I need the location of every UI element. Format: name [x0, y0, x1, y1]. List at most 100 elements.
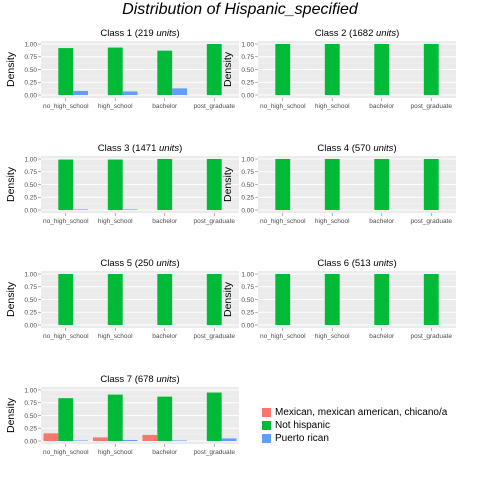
panel-4-title: Class 4 (570 units): [317, 143, 396, 154]
panel-1-bar-puerto-rican-high-school: [122, 91, 138, 95]
panel-6-bar-not-hispanic-no-high-school: [275, 274, 291, 325]
panel-3-ytick-label: 0.25: [24, 195, 37, 202]
panel-2-ytick-label: 1.00: [241, 41, 254, 48]
legend-label-mexican: Mexican, mexican american, chicano/a: [275, 407, 448, 418]
panel-4-xtick-label: post_graduate: [410, 218, 452, 225]
panel-3-bar-puerto-rican-no-high-school: [73, 209, 89, 210]
panel-3-bar-puerto-rican-high-school: [122, 209, 138, 210]
panel-3-title: Class 3 (1471 units): [98, 143, 183, 154]
legend-item-not-hispanic: Not hispanic: [262, 419, 447, 432]
panel-1-title: Class 1 (219 units): [100, 28, 179, 39]
panel-2-bar-not-hispanic-high-school: [324, 44, 340, 95]
panel-2-title: Class 2 (1682 units): [315, 28, 400, 39]
panel-2-ytick-label: 0.75: [241, 54, 254, 61]
panel-1-xtick-label: high_school: [98, 103, 133, 110]
panel-1-bar-puerto-rican-bachelor: [172, 88, 188, 95]
panel-1-bar-not-hispanic-post-graduate: [206, 44, 222, 95]
panel-7-xtick-label: no_high_school: [43, 449, 89, 456]
panel-3-bar-not-hispanic-post-graduate: [206, 159, 222, 210]
panel-2-ytick-label: 0.25: [241, 80, 254, 87]
panel-2-bar-not-hispanic-no-high-school: [275, 44, 291, 95]
panel-7-bar-mexican-no-high-school: [43, 433, 59, 441]
panel-4-bar-not-hispanic-high-school: [324, 159, 340, 210]
panel-4-bar-not-hispanic-bachelor: [374, 159, 390, 210]
legend-swatch-mexican: [262, 408, 271, 417]
panel-1-ytick-label: 0.25: [24, 80, 37, 87]
panel-6-ytick-label: 1.00: [241, 271, 254, 278]
panel-5-bar-not-hispanic-bachelor: [157, 274, 173, 325]
panel-6-ylabel: Density: [222, 281, 234, 317]
panel-3-ytick-label: 0.75: [24, 169, 37, 176]
panel-6-xtick-label: bachelor: [369, 333, 395, 340]
panel-2-xtick-label: bachelor: [369, 103, 395, 110]
panel-6-xtick-label: no_high_school: [260, 333, 306, 340]
panel-5-xtick-label: no_high_school: [43, 333, 89, 340]
panel-7-xtick-label: post_graduate: [193, 449, 235, 456]
panel-6-ytick-label: 0.00: [241, 322, 254, 329]
panel-1-ylabel: Density: [5, 51, 17, 87]
legend-label-puerto-rican: Puerto rican: [275, 433, 329, 444]
panel-2-xtick-label: post_graduate: [410, 103, 452, 110]
panel-5-xtick-label: high_school: [98, 333, 133, 340]
panel-1-ytick-label: 0.50: [24, 67, 37, 74]
panel-7-bar-puerto-rican-high-school: [122, 439, 138, 441]
panel-1-bar-not-hispanic-high-school: [107, 47, 123, 95]
panel-3-ylabel: Density: [5, 166, 17, 202]
panel-5-ytick-label: 0.25: [24, 310, 37, 317]
panel-6-ytick-label: 0.50: [241, 297, 254, 304]
panel-1-xtick-label: bachelor: [152, 103, 178, 110]
panel-7-bar-puerto-rican-post-graduate: [221, 438, 237, 441]
panel-7-ytick-label: 0.00: [24, 438, 37, 445]
panel-5-bar-not-hispanic-high-school: [107, 274, 123, 325]
panel-4-ylabel: Density: [222, 166, 234, 202]
panel-4-ytick-label: 0.25: [241, 195, 254, 202]
panel-5-ytick-label: 1.00: [24, 271, 37, 278]
chart-legend: Mexican, mexican american, chicano/a Not…: [262, 406, 447, 445]
panel-2-xtick-label: no_high_school: [260, 103, 306, 110]
panel-4-ytick-label: 1.00: [241, 156, 254, 163]
panel-4-xtick-label: no_high_school: [260, 218, 306, 225]
panel-4-xtick-label: bachelor: [369, 218, 395, 225]
panel-7-bar-not-hispanic-no-high-school: [58, 398, 74, 441]
panel-1-ytick-label: 0.75: [24, 54, 37, 61]
panel-3-xtick-label: bachelor: [152, 218, 178, 225]
panel-2-ylabel: Density: [222, 51, 234, 87]
panel-6-bar-not-hispanic-post-graduate: [423, 274, 439, 325]
panel-5-ylabel: Density: [5, 281, 17, 317]
panel-2-ytick-label: 0.00: [241, 92, 254, 99]
legend-swatch-puerto-rican: [262, 434, 271, 443]
panel-3-xtick-label: high_school: [98, 218, 133, 225]
panel-5-xtick-label: bachelor: [152, 333, 178, 340]
panel-7-bar-not-hispanic-post-graduate: [206, 392, 222, 441]
panel-7-bar-mexican-bachelor: [142, 434, 158, 441]
panel-1-bar-puerto-rican-no-high-school: [73, 90, 89, 95]
legend-item-mexican: Mexican, mexican american, chicano/a: [262, 406, 447, 419]
panel-5-bar-not-hispanic-post-graduate: [206, 274, 222, 325]
panel-4-bar-not-hispanic-post-graduate: [423, 159, 439, 210]
panel-6-bar-not-hispanic-bachelor: [374, 274, 390, 325]
panel-4-xtick-label: high_school: [315, 218, 350, 225]
legend-swatch-not-hispanic: [262, 421, 271, 430]
panel-1-ytick-label: 1.00: [24, 41, 37, 48]
panel-1-xtick-label: no_high_school: [43, 103, 89, 110]
panel-3-bar-not-hispanic-no-high-school: [58, 159, 74, 210]
panel-7-xtick-label: high_school: [98, 449, 133, 456]
panel-6-ytick-label: 0.75: [241, 284, 254, 291]
panel-5-ytick-label: 0.50: [24, 297, 37, 304]
panel-6-title: Class 6 (513 units): [317, 258, 396, 269]
panel-3-ytick-label: 0.50: [24, 182, 37, 189]
panel-7-bar-not-hispanic-high-school: [107, 394, 123, 441]
panel-7-ytick-label: 0.25: [24, 426, 37, 433]
legend-label-not-hispanic: Not hispanic: [275, 420, 331, 431]
panel-3-ytick-label: 1.00: [24, 156, 37, 163]
panel-4-ytick-label: 0.75: [241, 169, 254, 176]
panel-7-ytick-label: 0.75: [24, 400, 37, 407]
panel-6-xtick-label: post_graduate: [410, 333, 452, 340]
panel-1-bar-not-hispanic-bachelor: [157, 50, 173, 95]
panel-3-bar-not-hispanic-high-school: [107, 159, 123, 210]
panel-6-xtick-label: high_school: [315, 333, 350, 340]
panel-7-ytick-label: 1.00: [24, 387, 37, 394]
panel-2-bar-not-hispanic-post-graduate: [423, 44, 439, 95]
